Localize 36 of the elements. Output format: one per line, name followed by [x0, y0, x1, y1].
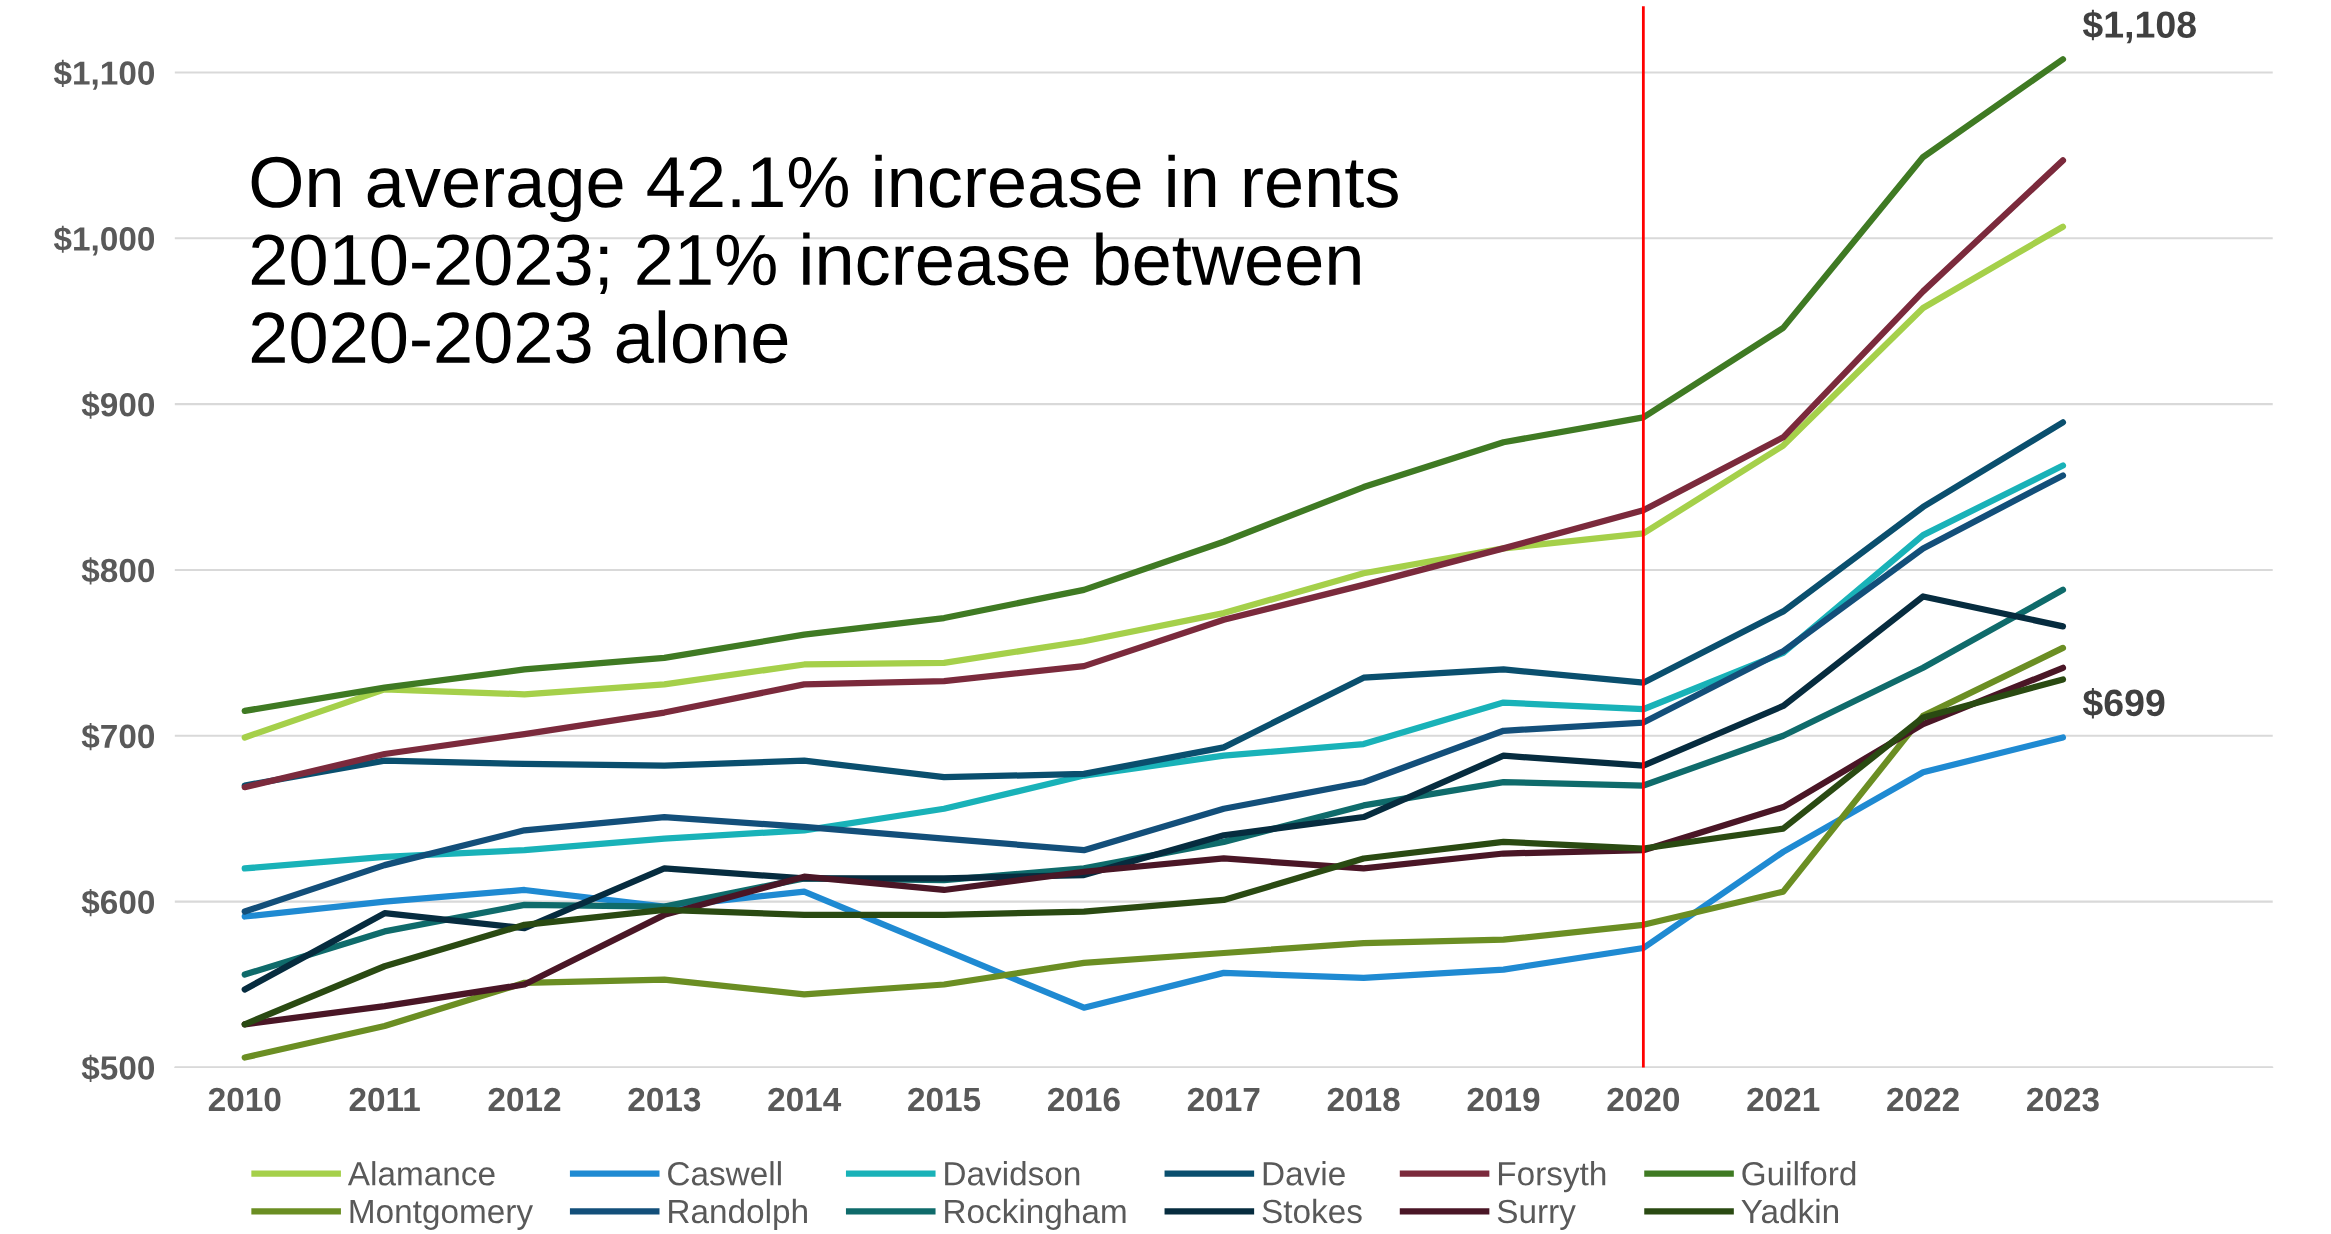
x-tick-label: 2021 [1747, 1087, 1820, 1112]
y-tick-label: $1,000 [53, 225, 155, 256]
legend-label: Yadkin [1741, 1198, 1838, 1224]
x-tick-label: 2023 [2027, 1087, 2099, 1112]
x-tick-label: 2014 [768, 1087, 842, 1112]
x-tick-label: 2018 [1327, 1087, 1400, 1112]
legend-label: Montgomery [350, 1200, 533, 1230]
y-tick-label: $800 [81, 557, 155, 585]
y-tick-label: $900 [81, 391, 155, 419]
y-tick-label: $700 [81, 723, 155, 751]
y-tick-label: $500 [81, 1054, 155, 1082]
legend-label: Davie [1263, 1161, 1345, 1186]
legend-label: Davidson [945, 1161, 1080, 1186]
legend-label: Forsyth [1498, 1161, 1606, 1193]
x-tick-label: 2013 [628, 1087, 701, 1112]
x-tick-label: 2020 [1607, 1087, 1680, 1112]
x-tick-label: 2015 [908, 1087, 981, 1112]
x-tick-label: 2010 [208, 1087, 281, 1112]
y-tick-label: $1,100 [53, 59, 155, 90]
x-tick-label: 2017 [1187, 1087, 1260, 1112]
x-tick-label: 2012 [488, 1087, 561, 1112]
x-tick-label: 2016 [1048, 1087, 1120, 1112]
legend-label: Guilford [1742, 1161, 1856, 1186]
legend-label: Alamance [347, 1161, 495, 1186]
legend-label: Stokes [1262, 1198, 1362, 1224]
y-tick-label: $600 [81, 888, 155, 917]
legend-label: Randolph [669, 1198, 807, 1230]
x-tick-label: 2011 [349, 1087, 420, 1112]
annotation: On average 42.1% increase in rents 2010-2023; 21% increase between 2020-2023 alone [251, 154, 1398, 364]
annotation: $1,108 [2082, 9, 2196, 44]
x-tick-label: 2019 [1467, 1087, 1540, 1112]
annotation: $699 [2082, 687, 2165, 719]
x-tick-label: 2022 [1887, 1087, 1959, 1112]
legend-label: Surry [1497, 1199, 1576, 1230]
legend-label: Caswell [668, 1161, 781, 1186]
legend-label: Rockingham [945, 1198, 1126, 1230]
